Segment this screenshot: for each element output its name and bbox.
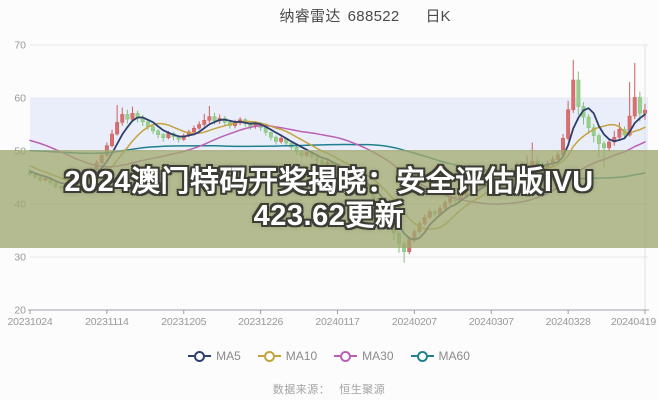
- legend-item-ma30[interactable]: MA30: [334, 349, 394, 363]
- legend-ring-icon: [263, 350, 275, 362]
- candle[interactable]: [120, 114, 125, 123]
- legend-label: MA10: [285, 349, 318, 363]
- legend-item-ma60[interactable]: MA60: [410, 349, 470, 363]
- stock-name: 纳睿雷达: [279, 8, 341, 25]
- x-axis-label: 20231226: [238, 316, 283, 328]
- x-axis-label: 20240307: [469, 316, 514, 328]
- x-axis-label: 20240328: [546, 316, 591, 328]
- legend-line-left: [257, 355, 264, 357]
- page-title: 纳睿雷达 688522: [279, 5, 399, 26]
- legend-label: MA5: [216, 349, 241, 363]
- candle[interactable]: [643, 109, 647, 114]
- candle[interactable]: [207, 116, 212, 121]
- candle[interactable]: [197, 124, 202, 129]
- candle[interactable]: [192, 127, 196, 133]
- ma-legend: MA5 MA10 MA30 MA60: [0, 349, 658, 363]
- y-axis-label: 20: [14, 305, 26, 317]
- candle[interactable]: [130, 113, 135, 120]
- candle[interactable]: [576, 79, 581, 107]
- period-tab-daily[interactable]: 日K: [425, 8, 451, 25]
- candle[interactable]: [632, 97, 637, 117]
- legend-item-ma10[interactable]: MA10: [257, 349, 318, 363]
- watermark-banner: 2024澳门特码开奖揭晓：安全评估版IVU 423.62更新: [0, 150, 658, 248]
- candle[interactable]: [591, 127, 596, 136]
- y-axis-label: 30: [14, 252, 26, 264]
- x-axis-label: 20231114: [85, 316, 129, 328]
- candle[interactable]: [566, 109, 571, 139]
- x-axis-label: 20231205: [161, 316, 206, 328]
- stock-code: 688522: [347, 8, 400, 25]
- candle[interactable]: [571, 79, 576, 110]
- chart-header: 纳睿雷达 688522 日K: [0, 5, 658, 26]
- legend-line-right: [274, 355, 281, 357]
- candle[interactable]: [607, 141, 612, 149]
- candle[interactable]: [202, 120, 207, 125]
- candle[interactable]: [596, 135, 601, 144]
- y-axis-label: 70: [14, 40, 26, 52]
- legend-line-right: [427, 355, 434, 357]
- candle[interactable]: [586, 116, 591, 128]
- data-source-label: 数据来源：: [272, 384, 331, 396]
- candle[interactable]: [166, 133, 171, 138]
- legend-line-left: [334, 355, 341, 357]
- candle[interactable]: [602, 143, 606, 149]
- candle[interactable]: [617, 129, 622, 138]
- watermark-line1: 2024澳门特码开奖揭晓：安全评估版IVU: [64, 166, 594, 198]
- legend-label: MA60: [438, 349, 470, 363]
- candle[interactable]: [151, 126, 155, 132]
- legend-line-right: [351, 355, 358, 357]
- x-axis-label: 20240117: [315, 316, 360, 328]
- legend-ring-icon: [340, 350, 352, 362]
- y-axis-label: 60: [14, 93, 26, 105]
- legend-line-left: [410, 355, 417, 357]
- candle[interactable]: [161, 134, 166, 139]
- candle[interactable]: [279, 138, 284, 142]
- candle[interactable]: [110, 133, 114, 146]
- candle[interactable]: [627, 115, 632, 136]
- candle[interactable]: [274, 136, 278, 142]
- x-axis-label: 20240207: [392, 316, 437, 328]
- watermark-line2: 423.62更新: [253, 200, 405, 232]
- candle[interactable]: [212, 116, 217, 122]
- candle[interactable]: [156, 130, 161, 135]
- x-axis-label: 20231024: [7, 316, 52, 328]
- candle[interactable]: [125, 114, 130, 120]
- legend-ring-icon: [416, 350, 428, 362]
- candle[interactable]: [637, 97, 642, 114]
- data-source: 数据来源： 恒生聚源: [0, 381, 658, 397]
- x-axis-label: 20240419: [611, 316, 656, 328]
- legend-ring-icon: [194, 350, 206, 362]
- legend-line-left: [188, 355, 195, 357]
- data-source-value: 恒生聚源: [339, 384, 386, 396]
- legend-label: MA30: [362, 349, 394, 363]
- legend-item-ma5[interactable]: MA5: [188, 349, 241, 363]
- legend-line-right: [205, 355, 212, 357]
- candle[interactable]: [115, 122, 120, 135]
- candle[interactable]: [268, 132, 273, 138]
